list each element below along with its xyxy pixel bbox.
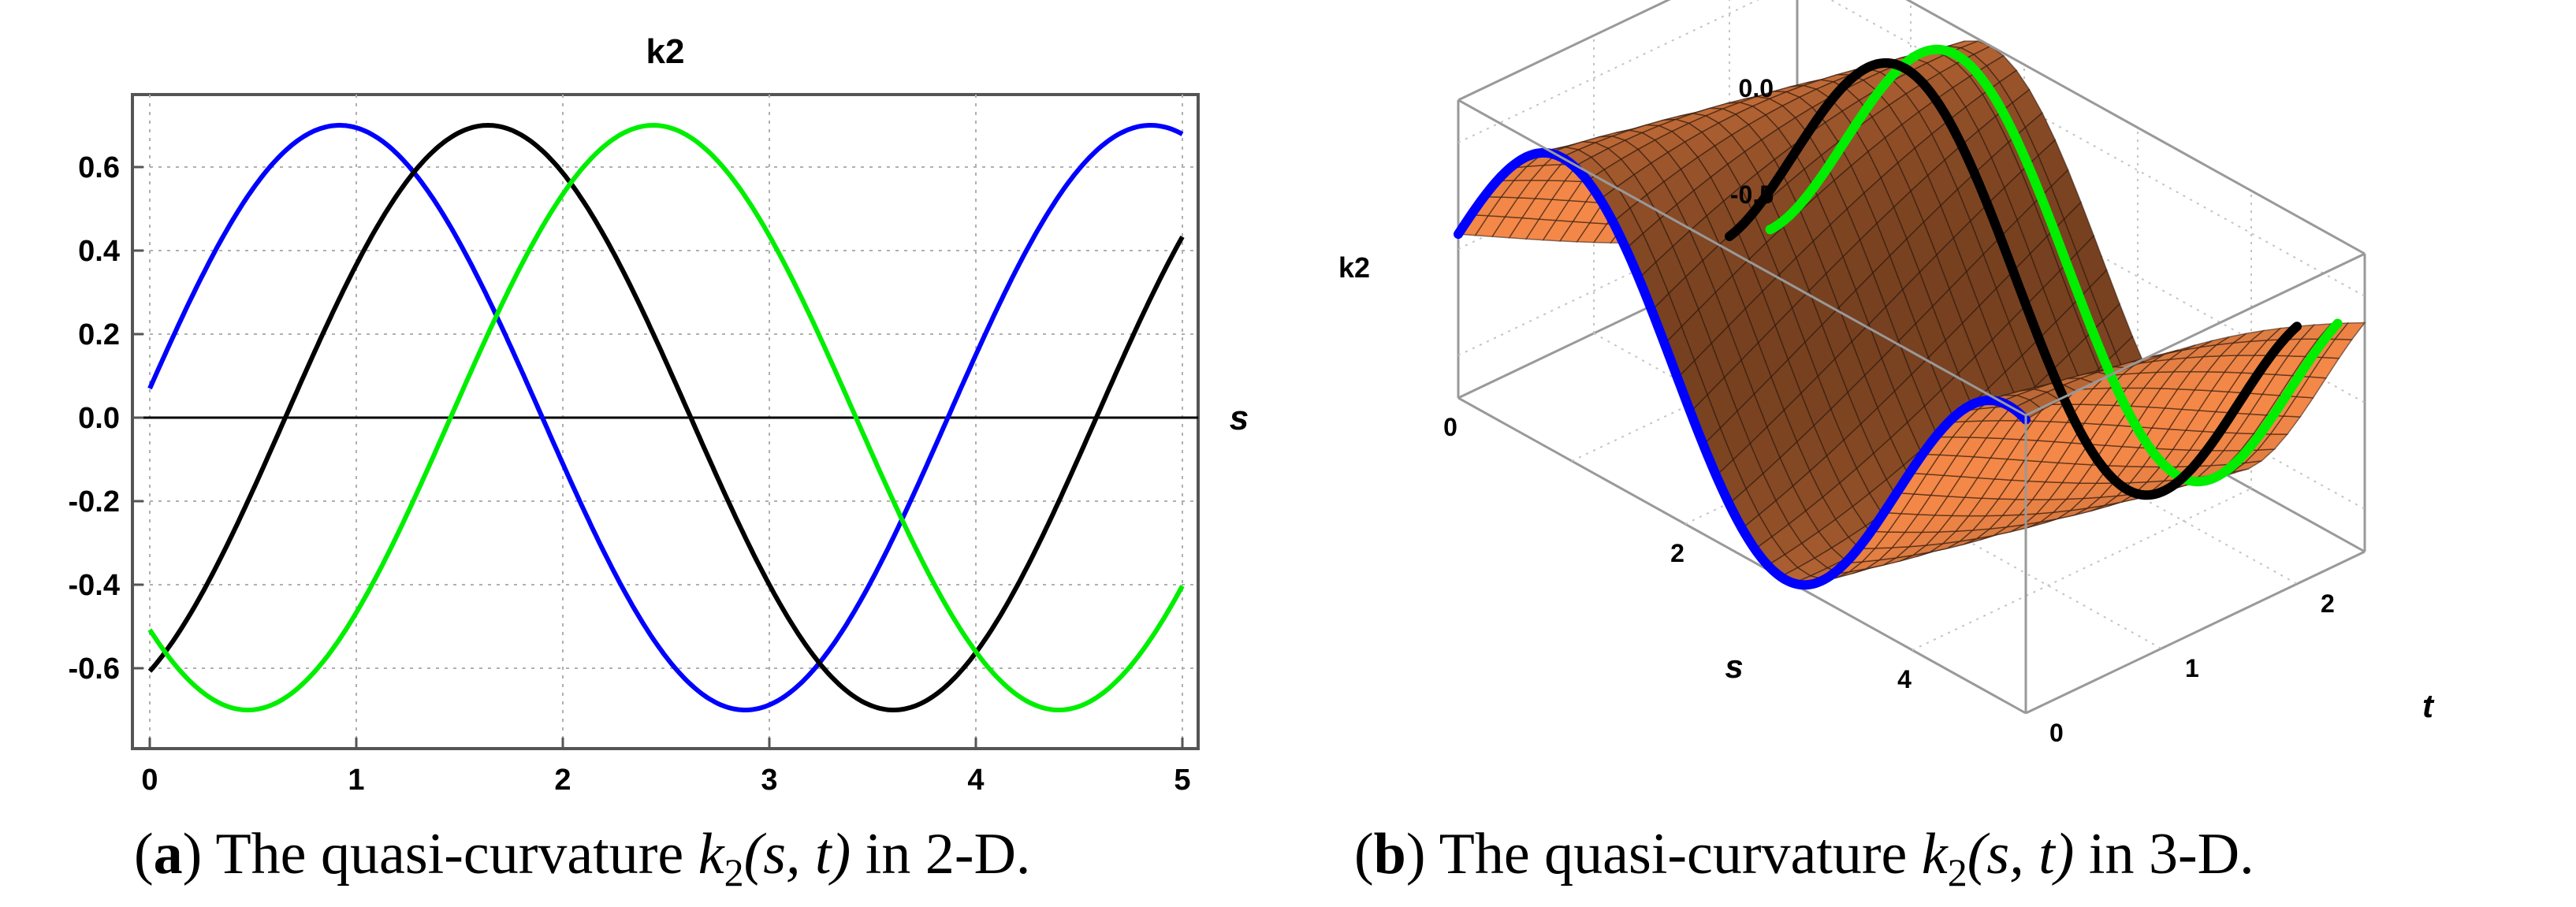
caption-b-args: (s, t): [1967, 822, 2075, 887]
plot-frame: [131, 93, 1200, 750]
box-edge: [1457, 0, 1671, 102]
y-tick-label: 0.0: [78, 402, 120, 435]
box-edge: [1457, 99, 2027, 417]
caption-b-tail: in 3-D.: [2074, 822, 2254, 887]
caption-a-args: (s, t): [743, 822, 851, 887]
caption-b-symbol: k: [1921, 822, 1948, 887]
x-axis-label: s: [1230, 399, 1249, 437]
surface-curve-green: [1765, 44, 2343, 487]
surface-mesh: [1457, 40, 2366, 585]
x-tick-label: 2: [554, 764, 571, 797]
z-axis-label: k2: [1338, 251, 1370, 284]
y-tick-label: 0.4: [78, 235, 120, 268]
chart-title: k2: [646, 32, 685, 71]
series-lines: [147, 122, 1185, 713]
caption-b: (b) The quasi-curvature k2(s, t) in 3-D.: [1354, 822, 2254, 894]
box-edge: [2025, 252, 2366, 417]
caption-a-text: The quasi-curvature: [215, 822, 698, 887]
caption-a-tail: in 2-D.: [851, 822, 1031, 887]
x-tick-label: 3: [761, 764, 777, 797]
chart-2d: -0.6 -0.4 -0.2 0.0 0.2 0.4 0.6 0 1 2 3 4 5 k2 s: [69, 32, 1249, 797]
surface-curve-black: [1725, 58, 2302, 500]
box-edge: [2025, 550, 2366, 715]
s-tick-label: 4: [1897, 665, 1912, 693]
z-tick-label: 0.0: [1739, 74, 1774, 102]
y-tick-label: -0.4: [69, 569, 120, 602]
surface-curve-blue: [1454, 147, 2031, 590]
x-tick-label: 4: [967, 764, 984, 797]
t-tick-label: 2: [2321, 589, 2335, 618]
caption-a-subscript: 2: [724, 849, 744, 894]
box-gridline: [1830, 0, 2366, 297]
t-tick-label: 0: [2049, 719, 2064, 747]
z-tick-label: -0.5: [1730, 180, 1774, 209]
x-tick-label: 0: [141, 764, 158, 797]
caption-b-subscript: 2: [1947, 849, 1967, 894]
x-tick-label: 1: [348, 764, 364, 797]
series-line-black: [147, 122, 1185, 713]
series-line-blue: [147, 123, 1184, 712]
series-line-green: [147, 122, 1185, 713]
caption-b-text: The quasi-curvature: [1439, 822, 1922, 887]
y-tick-label: -0.2: [69, 485, 120, 519]
t-tick-label: 1: [2185, 654, 2199, 682]
y-tick-labels: -0.6 -0.4 -0.2 0.0 0.2 0.4 0.6: [69, 151, 120, 686]
t-axis-label: t: [2422, 687, 2435, 724]
y-tick-label: 0.2: [78, 318, 120, 351]
box-edge: [1905, 0, 2366, 255]
s-tick-label: 2: [1670, 539, 1684, 567]
box-front-edges: [1457, 0, 2366, 713]
caption-a-label: a: [153, 822, 183, 887]
caption-a-symbol: k: [698, 822, 724, 887]
s-axis-label: s: [1725, 648, 1743, 685]
y-tick-label: -0.6: [69, 652, 120, 686]
s-tick-label: 0: [1443, 413, 1457, 441]
y-tick-label: 0.6: [78, 151, 120, 184]
x-tick-labels: 0 1 2 3 4 5: [141, 764, 1190, 797]
tick-marks: [132, 165, 1184, 749]
caption-b-label: b: [1373, 822, 1406, 887]
surface-curves: [1454, 44, 2343, 590]
x-tick-label: 5: [1174, 764, 1190, 797]
box-edge: [1457, 396, 2027, 715]
caption-a: (a) The quasi-curvature k2(s, t) in 2-D.: [134, 822, 1031, 894]
